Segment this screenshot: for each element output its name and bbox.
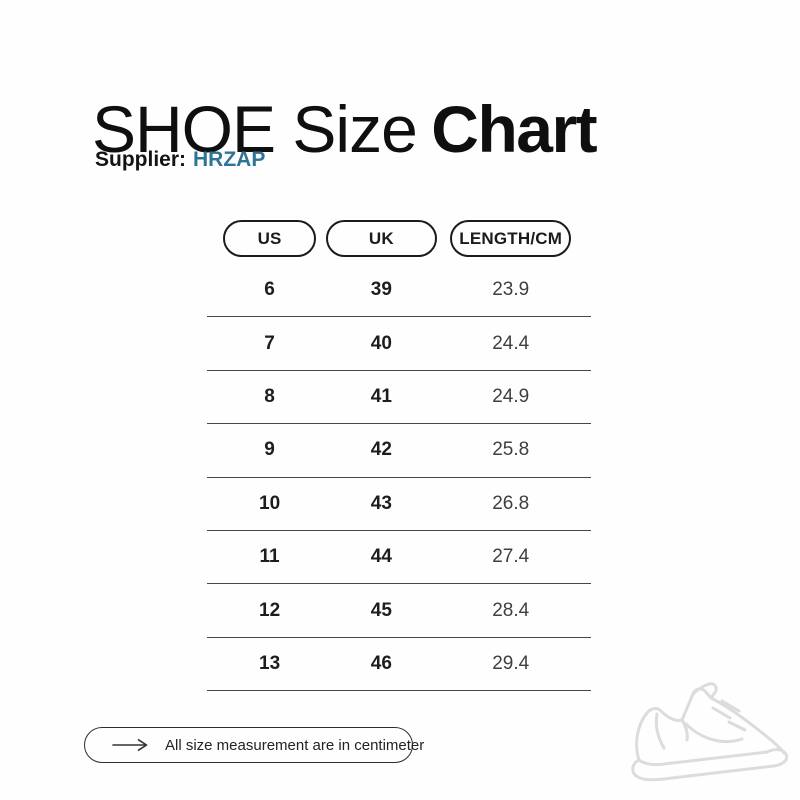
cell-uk: 45 <box>370 599 392 621</box>
supplier-line: Supplier: HRZAP <box>95 148 265 172</box>
cell-length: 28.4 <box>492 599 530 621</box>
cell-length: 24.4 <box>492 332 530 354</box>
cell-us: 6 <box>264 279 275 301</box>
page-title: SHOE Size Chart <box>92 96 598 162</box>
column-header-us: US <box>223 220 317 257</box>
cell-uk: 39 <box>370 279 392 301</box>
column-header-uk: UK <box>325 220 437 257</box>
cell-length: 29.4 <box>492 652 530 674</box>
cell-uk: 46 <box>370 652 392 674</box>
column-header-length: LENGTH/CM <box>450 220 572 257</box>
cell-length: 27.4 <box>492 546 530 568</box>
table-row: 9 42 25.8 <box>207 424 591 478</box>
cell-uk: 42 <box>370 439 392 461</box>
cell-uk: 43 <box>370 492 392 514</box>
cell-length: 26.8 <box>492 492 530 514</box>
size-table-body: 6 39 23.9 7 40 24.4 8 41 24.9 9 42 25.8 10 43 26.8 11 44… <box>207 264 591 692</box>
cell-us: 8 <box>264 385 275 407</box>
cell-uk: 44 <box>370 546 392 568</box>
cell-length: 25.8 <box>492 439 530 461</box>
table-row: 13 46 29.4 <box>207 638 591 692</box>
long-right-arrow-icon <box>112 739 148 751</box>
cell-us: 10 <box>259 492 281 514</box>
supplier-name: HRZAP <box>193 148 266 171</box>
table-row: 12 45 28.4 <box>207 584 591 638</box>
size-table: US UK LENGTH/CM 6 39 23.9 7 40 24.4 8 41 24.9 9 42… <box>207 220 591 692</box>
table-row: 7 40 24.4 <box>207 317 591 371</box>
cell-length: 24.9 <box>492 385 530 407</box>
sneaker-outline-icon <box>631 682 789 782</box>
cell-us: 11 <box>259 546 280 568</box>
size-table-header: US UK LENGTH/CM <box>207 220 591 257</box>
title-bold: Chart <box>431 92 597 167</box>
table-row: 11 44 27.4 <box>207 531 591 585</box>
title-regular: SHOE Size <box>92 92 418 167</box>
table-row: 6 39 23.9 <box>207 264 591 318</box>
measurement-note-text: All size measurement are in centimeter <box>165 736 425 754</box>
cell-length: 23.9 <box>492 279 530 301</box>
cell-us: 7 <box>264 332 275 354</box>
supplier-label: Supplier: <box>95 148 187 171</box>
measurement-note-pill: All size measurement are in centimeter <box>84 727 424 763</box>
table-row: 8 41 24.9 <box>207 371 591 425</box>
cell-uk: 40 <box>370 332 392 354</box>
cell-us: 12 <box>259 599 281 621</box>
table-row: 10 43 26.8 <box>207 478 591 531</box>
cell-uk: 41 <box>370 385 392 407</box>
cell-us: 9 <box>264 439 275 461</box>
cell-us: 13 <box>259 652 281 674</box>
